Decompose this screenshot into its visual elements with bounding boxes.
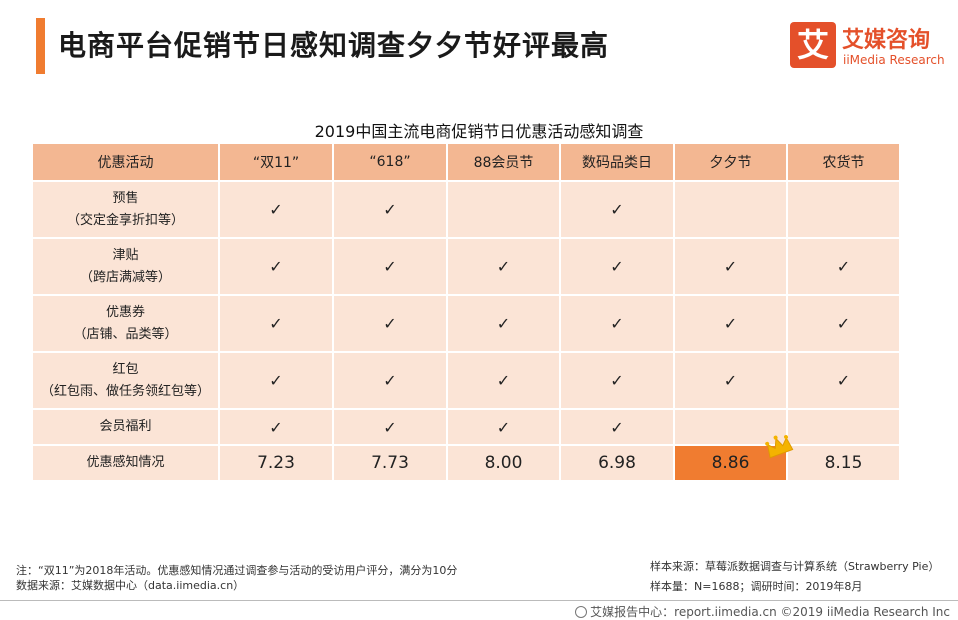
table-row: 会员福利 ✓ ✓ ✓ ✓: [33, 410, 901, 446]
column-header: 农货节: [788, 144, 901, 182]
check-cell: ✓: [220, 239, 334, 296]
row-label-sub: （跨店满减等）: [79, 269, 171, 285]
check-cell: ✓: [561, 296, 675, 353]
column-header: 优惠活动: [33, 144, 220, 182]
sample-size: 样本量：N=1688；调研时间：2019年8月: [650, 580, 863, 593]
check-cell: ✓: [334, 410, 448, 446]
check-cell: ✓: [334, 353, 448, 410]
score-cell-highlighted: 8.86: [675, 435, 794, 482]
check-cell: ✓: [334, 239, 448, 296]
score-cell: 8.15: [788, 446, 901, 482]
row-label-sub: （红包雨、做任务领红包等）: [40, 383, 210, 399]
check-cell: ✓: [561, 410, 675, 446]
check-cell: [788, 182, 901, 239]
row-label-main: 优惠券: [105, 304, 145, 320]
footer-divider: [0, 600, 958, 601]
table-row: 预售 （交定金享折扣等） ✓ ✓ ✓: [33, 182, 901, 239]
row-label-sub: （店铺、品类等）: [73, 326, 178, 342]
check-cell: ✓: [220, 182, 334, 239]
column-header: 88会员节: [448, 144, 561, 182]
check-cell: ✓: [220, 353, 334, 410]
logo-name-en: iiMedia Research: [843, 53, 945, 67]
check-cell: [675, 410, 788, 446]
table-header-row: 优惠活动 “双11” “618” 88会员节 数码品类日 夕夕节 农货节: [33, 144, 901, 182]
check-cell: ✓: [448, 410, 561, 446]
check-cell: ✓: [448, 353, 561, 410]
score-cell: 6.98: [561, 446, 675, 482]
column-header: 夕夕节: [675, 144, 788, 182]
score-cell: 8.00: [448, 446, 561, 482]
sample-info: 样本来源：草莓派数据调查与计算系统（Strawberry Pie） 样本量：N=…: [650, 557, 950, 597]
check-cell: ✓: [448, 296, 561, 353]
table-title: 2019中国主流电商促销节日优惠活动感知调查: [314, 122, 644, 141]
row-label-sub: （交定金享折扣等）: [66, 212, 184, 228]
row-label-main: 预售: [112, 190, 139, 206]
row-label-main: 会员福利: [99, 419, 152, 434]
check-cell: ✓: [561, 182, 675, 239]
iimedia-logo: 艾 艾媒咨询 iiMedia Research: [790, 22, 950, 72]
check-cell: ✓: [220, 296, 334, 353]
row-label: 津贴 （跨店满减等）: [33, 239, 220, 296]
score-cell: 7.23: [220, 446, 334, 482]
table-row: 优惠券 （店铺、品类等） ✓ ✓ ✓ ✓ ✓ ✓: [33, 296, 901, 353]
data-source-line: 数据来源：艾媒数据中心（data.iimedia.cn）: [16, 579, 245, 592]
check-cell: ✓: [675, 239, 788, 296]
column-header: “618”: [334, 144, 448, 182]
check-cell: [448, 182, 561, 239]
score-row: 优惠感知情况 7.23 7.73 8.00 6.98 8.86 8.15: [33, 435, 901, 482]
column-header: 数码品类日: [561, 144, 675, 182]
page-title: 电商平台促销节日感知调查夕夕节好评最高: [58, 29, 610, 62]
notes: 注：“双11”为2018年活动。优惠感知情况通过调查参与活动的受访用户评分，满分…: [16, 563, 457, 593]
row-label-main: 红包: [112, 361, 139, 377]
promotion-table: 优惠活动 “双11” “618” 88会员节 数码品类日 夕夕节 农货节 预售 （…: [33, 144, 901, 482]
column-header: “双11”: [220, 144, 334, 182]
check-cell: [788, 410, 901, 446]
score-row-label: 优惠感知情况: [33, 446, 220, 482]
check-cell: ✓: [675, 296, 788, 353]
crown-icon: [765, 435, 794, 459]
check-cell: ✓: [561, 353, 675, 410]
row-label: 红包 （红包雨、做任务领红包等）: [33, 353, 220, 410]
footer-text: 艾媒报告中心：report.iimedia.cn ©2019 iiMedia R…: [590, 605, 950, 619]
row-label-main: 津贴: [112, 247, 139, 263]
footer: 艾媒报告中心：report.iimedia.cn ©2019 iiMedia R…: [575, 603, 950, 620]
highlighted-score: 8.86: [711, 453, 750, 473]
title-accent-bar: [36, 18, 45, 74]
score-cell: 7.73: [334, 446, 448, 482]
logo-mark-icon: 艾: [790, 22, 836, 68]
check-cell: ✓: [448, 239, 561, 296]
logo-name-cn: 艾媒咨询: [842, 28, 931, 53]
row-label: 优惠券 （店铺、品类等）: [33, 296, 220, 353]
check-cell: ✓: [334, 296, 448, 353]
check-cell: ✓: [788, 239, 901, 296]
table-row: 津贴 （跨店满减等） ✓ ✓ ✓ ✓ ✓ ✓: [33, 239, 901, 296]
check-cell: ✓: [675, 353, 788, 410]
sample-source: 样本来源：草莓派数据调查与计算系统（Strawberry Pie）: [650, 560, 940, 573]
check-cell: ✓: [561, 239, 675, 296]
check-cell: [675, 182, 788, 239]
globe-icon: [575, 606, 588, 618]
row-label: 会员福利: [33, 410, 220, 446]
check-cell: ✓: [788, 353, 901, 410]
row-label: 预售 （交定金享折扣等）: [33, 182, 220, 239]
note-line: 注：“双11”为2018年活动。优惠感知情况通过调查参与活动的受访用户评分，满分…: [16, 564, 458, 577]
check-cell: ✓: [220, 410, 334, 446]
table-row: 红包 （红包雨、做任务领红包等） ✓ ✓ ✓ ✓ ✓ ✓: [33, 353, 901, 410]
check-cell: ✓: [334, 182, 448, 239]
check-cell: ✓: [788, 296, 901, 353]
